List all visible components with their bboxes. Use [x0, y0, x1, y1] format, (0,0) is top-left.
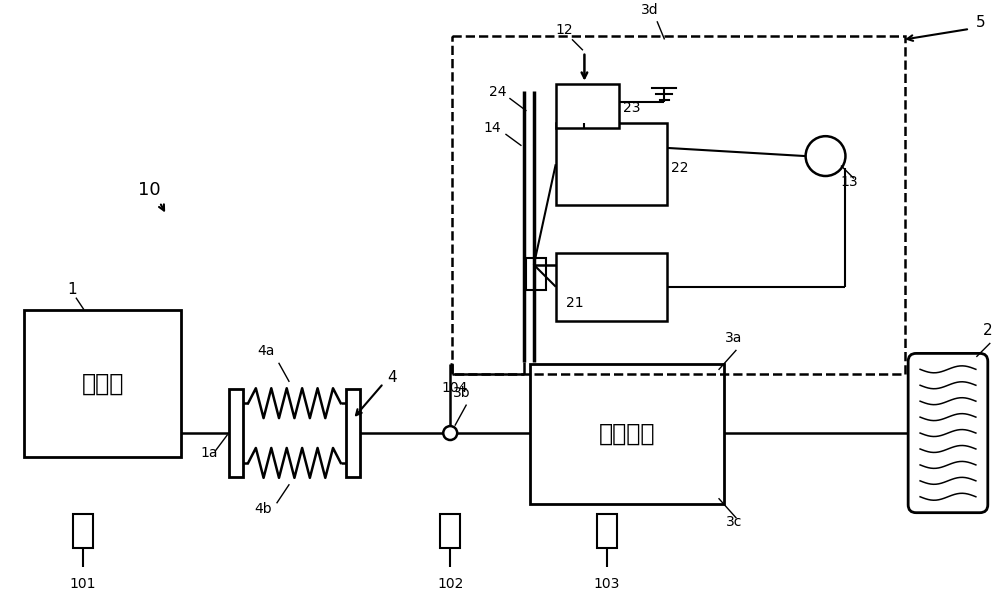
Text: 24: 24 [489, 84, 507, 99]
Bar [24, 309, 181, 457]
Text: 3c: 3c [726, 515, 742, 528]
Bar [556, 84, 619, 129]
Bar [452, 36, 905, 374]
Text: 101: 101 [70, 577, 96, 591]
Bar [556, 253, 667, 321]
Bar [440, 513, 460, 547]
Text: 3b: 3b [453, 386, 471, 400]
Bar [229, 389, 243, 477]
Text: 22: 22 [671, 161, 689, 176]
FancyBboxPatch shape [908, 353, 988, 513]
Text: 21: 21 [566, 296, 583, 309]
Text: 1: 1 [67, 282, 77, 297]
Text: 23: 23 [623, 101, 641, 115]
Text: 5: 5 [976, 15, 985, 30]
Text: 103: 103 [594, 577, 620, 591]
Bar [530, 364, 724, 504]
Text: 3d: 3d [641, 3, 658, 17]
Text: 发动机: 发动机 [82, 371, 124, 395]
Bar [346, 389, 360, 477]
Text: 104: 104 [441, 381, 467, 395]
Text: 12: 12 [556, 23, 573, 37]
Bar [73, 513, 93, 547]
Text: 13: 13 [841, 175, 858, 189]
Text: 4b: 4b [254, 502, 272, 516]
Text: 102: 102 [437, 577, 463, 591]
Bar [597, 513, 617, 547]
Bar [556, 123, 667, 205]
Bar [526, 258, 546, 290]
Text: 4a: 4a [257, 345, 275, 358]
Text: 变速机构: 变速机构 [599, 422, 655, 446]
Text: 4: 4 [388, 370, 397, 385]
Text: 1a: 1a [201, 446, 218, 460]
Text: 2: 2 [983, 324, 993, 339]
Text: 10: 10 [138, 181, 161, 199]
Text: 14: 14 [483, 121, 501, 136]
Text: 3a: 3a [725, 331, 743, 346]
